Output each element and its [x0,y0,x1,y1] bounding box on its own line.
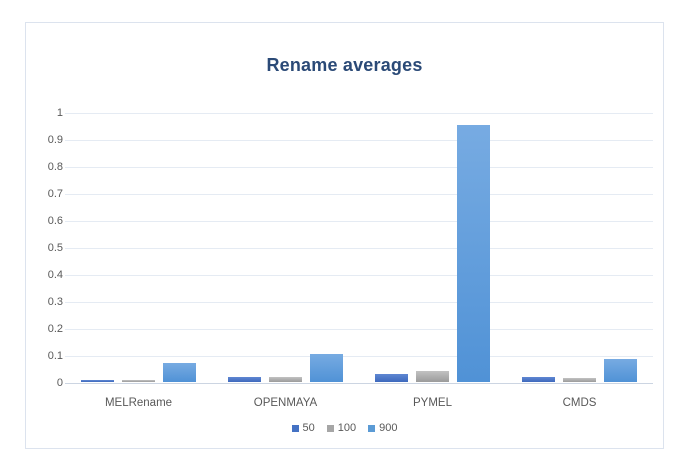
gridline [65,248,653,249]
bar-100-cmds[interactable] [563,378,596,382]
y-tick-label: 0.9 [47,134,63,146]
bar-900-melrename[interactable] [163,363,196,382]
gridline [65,302,653,303]
bar-100-openmaya[interactable] [269,377,302,382]
legend-marker-icon [326,424,334,432]
plot-area [65,113,653,384]
legend-item-900[interactable]: 900 [368,422,397,434]
y-tick-label: 0.8 [47,161,63,173]
gridline [65,167,653,168]
y-tick-label: 1 [56,107,63,119]
legend-item-50[interactable]: 50 [291,422,315,434]
bar-50-openmaya[interactable] [228,377,261,382]
bar-900-pymel[interactable] [457,125,490,382]
y-tick-label: 0.2 [47,323,63,335]
y-tick-label: 0 [56,377,63,389]
bar-900-cmds[interactable] [604,359,637,382]
chart: Rename averages 1 0.9 0.8 0.7 0.6 0.5 0.4 0.3 0.… [25,22,664,449]
bar-50-cmds[interactable] [522,377,555,382]
gridline [65,329,653,330]
legend-label: 50 [302,422,315,434]
legend-marker-icon [291,424,299,432]
bar-100-pymel[interactable] [416,371,449,382]
x-axis-line [65,383,653,384]
x-category-label-pymel: PYMEL [413,397,452,409]
legend: 50 100 900 [26,422,663,434]
legend-marker-icon [368,424,376,432]
y-tick-label: 0.6 [47,215,63,227]
chart-title[interactable]: Rename averages [266,55,423,75]
bar-50-pymel[interactable] [375,374,408,382]
bar-50-melrename[interactable] [81,380,114,382]
x-category-label-melrename: MELRename [104,397,173,409]
y-tick-label: 0.4 [47,269,63,281]
gridline [65,194,653,195]
x-category-label-cmds: CMDS [562,397,597,409]
legend-label: 900 [379,422,398,434]
gridline [65,356,653,357]
y-tick-label: 0.5 [47,242,63,254]
gridline [65,275,653,276]
y-tick-label: 0.7 [47,188,63,200]
legend-item-100[interactable]: 100 [326,422,357,434]
gridline [65,140,653,141]
x-category-label-openmaya: OPENMAYA [253,397,318,409]
bar-900-openmaya[interactable] [310,354,343,382]
gridline [65,221,653,222]
y-tick-label: 0.1 [47,350,63,362]
y-tick-label: 0.3 [47,296,63,308]
bar-100-melrename[interactable] [122,380,155,382]
legend-label: 100 [337,422,357,434]
gridline [65,113,653,114]
